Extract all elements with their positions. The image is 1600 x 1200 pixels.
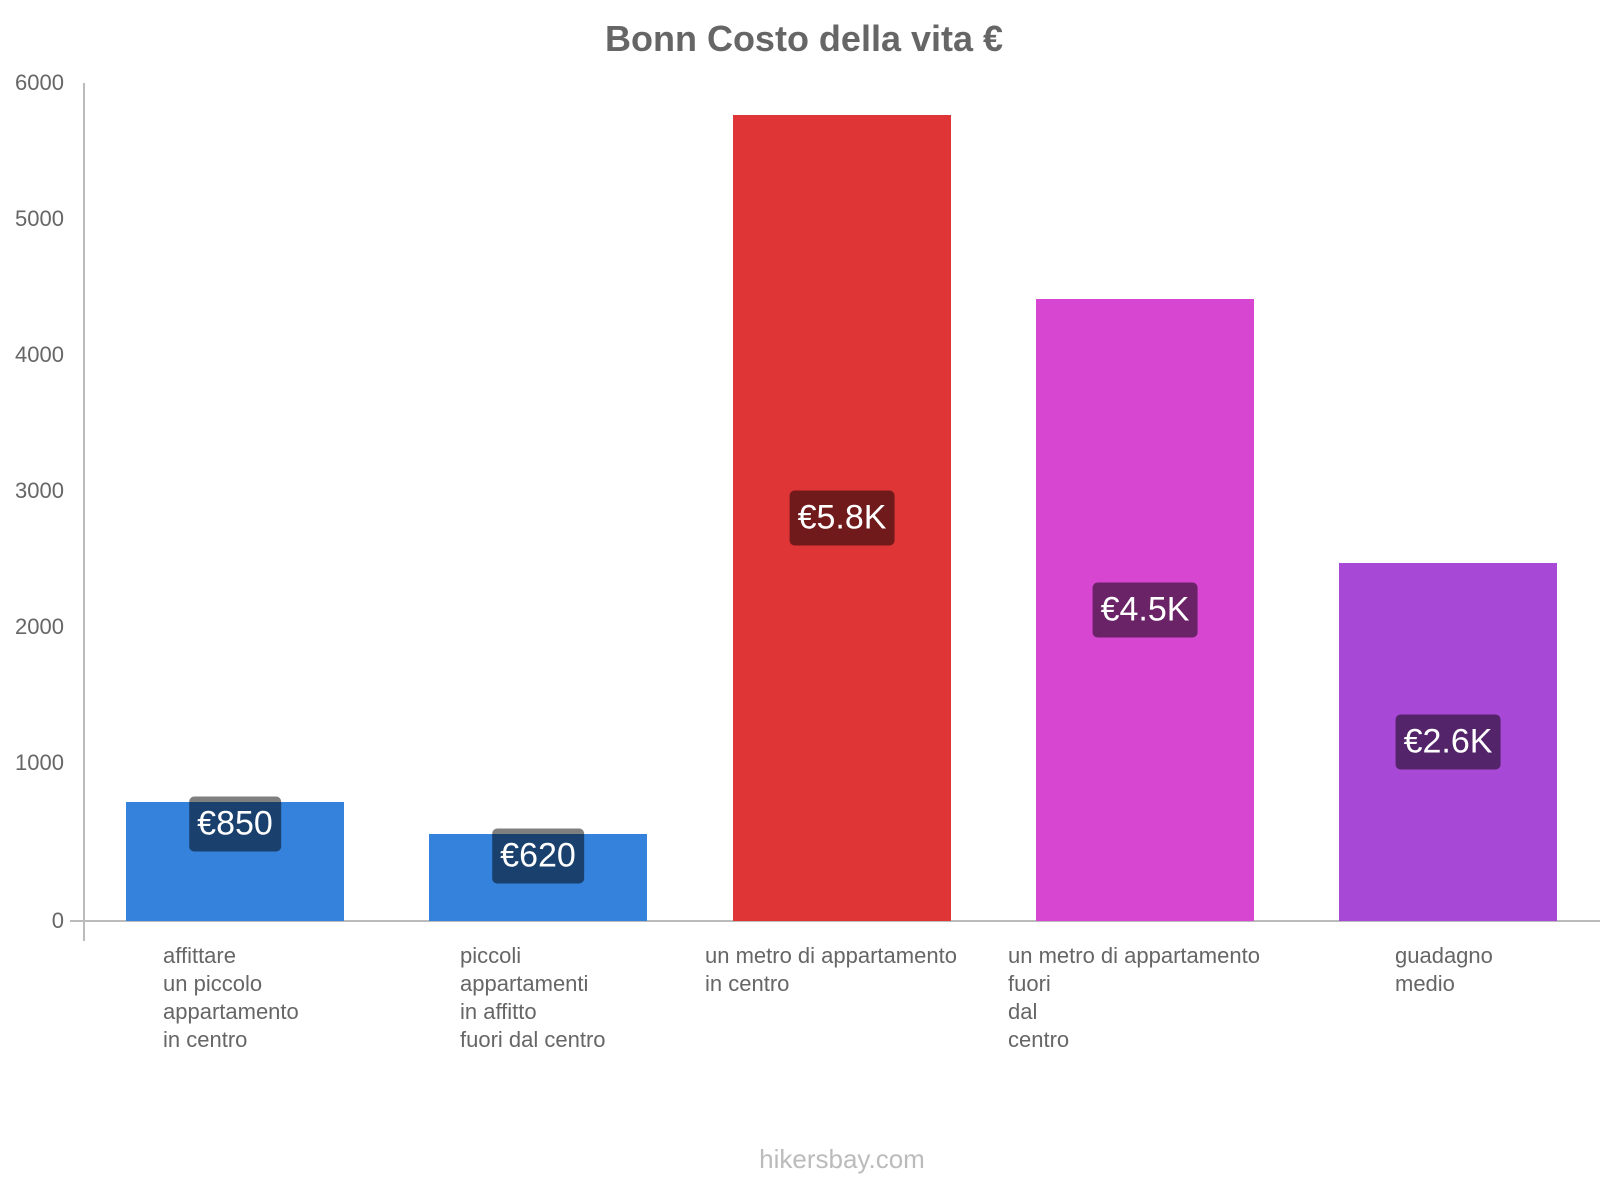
y-tick-label: 0 <box>51 908 64 933</box>
y-tick-label: 1000 <box>15 750 64 775</box>
y-axis-line <box>83 83 85 941</box>
y-tick-label: 5000 <box>15 206 64 231</box>
value-label: €4.5K <box>1092 582 1198 638</box>
x-category-label: piccoli appartamenti in affitto fuori da… <box>460 943 606 1052</box>
value-label: €620 <box>492 828 584 884</box>
x-category-label: affittare un piccolo appartamento in cen… <box>163 943 299 1052</box>
watermark: hikersbay.com <box>759 1144 925 1174</box>
value-label: €850 <box>189 796 281 852</box>
x-category-label: un metro di appartamento fuori dal centr… <box>1008 943 1260 1052</box>
chart-title: Bonn Costo della vita € <box>604 18 1004 59</box>
x-category-label: guadagno medio <box>1395 943 1493 996</box>
y-tick-label: 4000 <box>15 342 64 367</box>
x-category-label: un metro di appartamento in centro <box>705 943 957 996</box>
x-axis-line <box>70 920 1600 922</box>
y-tick-label: 6000 <box>15 70 64 95</box>
value-label: €5.8K <box>789 490 895 546</box>
y-tick-label: 2000 <box>15 614 64 639</box>
value-label: €2.6K <box>1395 714 1501 770</box>
y-tick-label: 3000 <box>15 478 64 503</box>
